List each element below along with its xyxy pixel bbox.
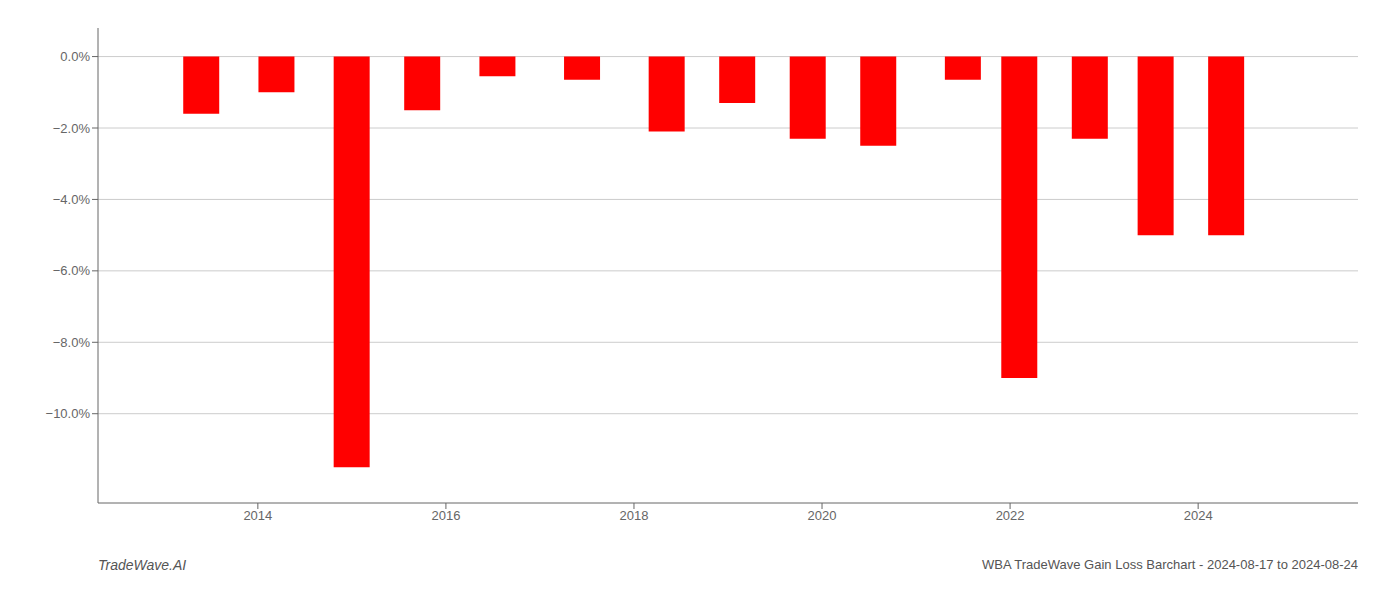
svg-text:−10.0%: −10.0% bbox=[46, 406, 91, 421]
svg-text:2022: 2022 bbox=[996, 508, 1025, 523]
html-text:WBA TradeWave Gain Loss Barcha: WBA TradeWave Gain Loss Barchart - 2024-… bbox=[982, 557, 1358, 572]
svg-text:2020: 2020 bbox=[808, 508, 837, 523]
svg-text:−2.0%: −2.0% bbox=[53, 121, 91, 136]
svg-text:−4.0%: −4.0% bbox=[53, 192, 91, 207]
svg-text:−8.0%: −8.0% bbox=[53, 335, 91, 350]
svg-text:2018: 2018 bbox=[620, 508, 649, 523]
svg-text:2016: 2016 bbox=[431, 508, 460, 523]
svg-text:2014: 2014 bbox=[243, 508, 272, 523]
svg-text:2024: 2024 bbox=[1184, 508, 1213, 523]
svg-text:−6.0%: −6.0% bbox=[53, 263, 91, 278]
svg-text:0.0%: 0.0% bbox=[60, 49, 90, 64]
html-text:TradeWave.AI: TradeWave.AI bbox=[98, 557, 187, 573]
